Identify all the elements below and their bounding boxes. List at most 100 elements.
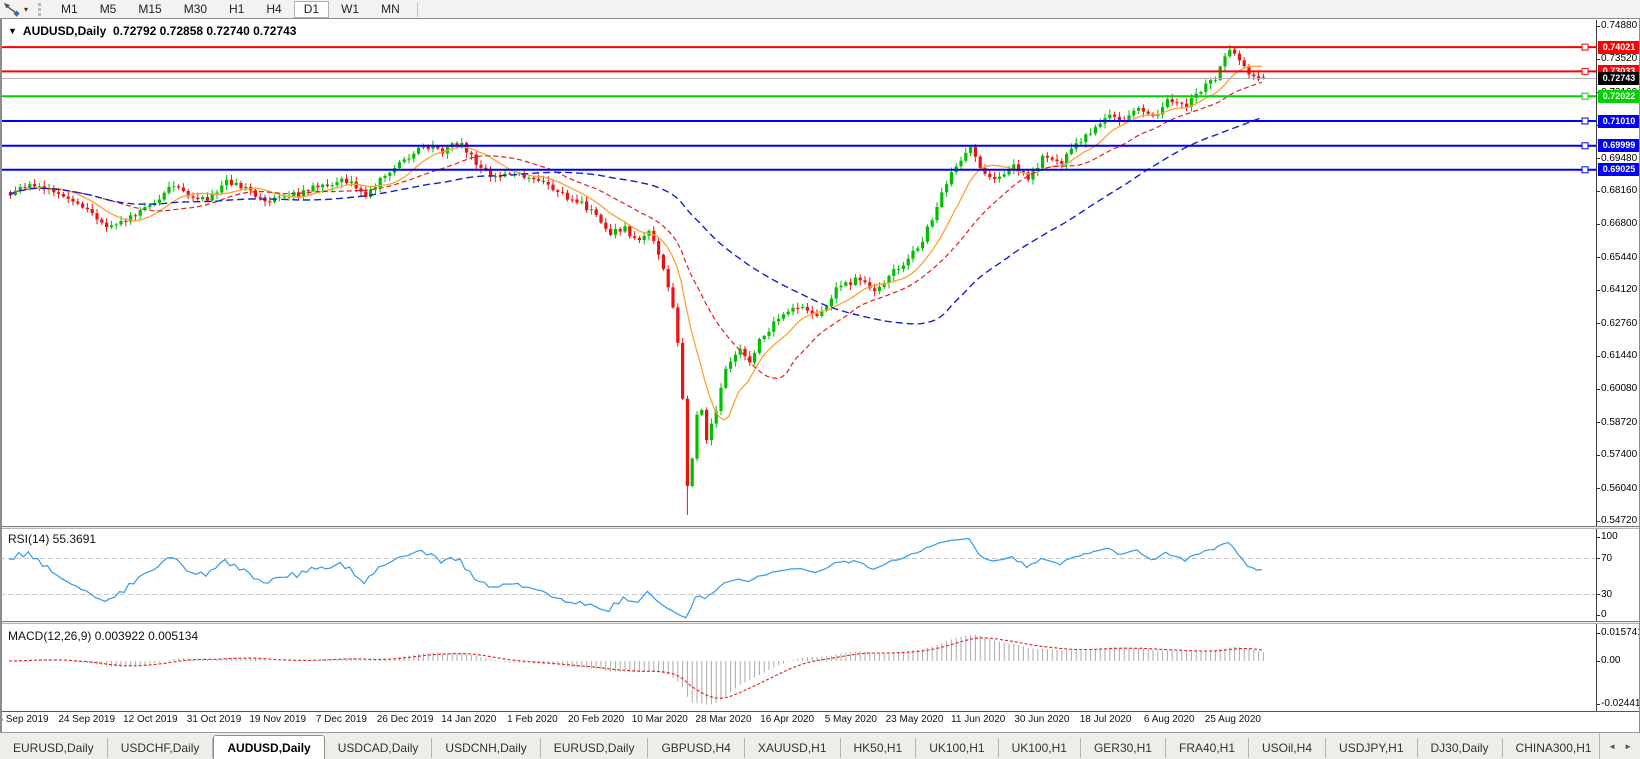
chart-tab-usdchf-daily[interactable]: USDCHF,Daily (108, 738, 214, 758)
timeframe-button-h1[interactable]: H1 (219, 1, 254, 18)
y-axis-tick-label: 0.68160 (1601, 185, 1638, 196)
y-axis-tick-label: 0.58720 (1601, 416, 1638, 428)
chart-tab-bar: EURUSD,Daily USDCHF,Daily AUDUSD,Daily USDC… (0, 732, 1640, 759)
rsi-indicator-label: RSI(14) 55.3691 (8, 532, 97, 546)
rsi-axis-tick-label: 100 (1601, 531, 1618, 542)
macd-indicator-canvas[interactable] (0, 625, 1596, 711)
y-axis-tick-label: 0.54720 (1601, 515, 1638, 526)
x-axis-date-label: 28 Mar 2020 (695, 714, 752, 725)
price-line-badge: 0.72022 (1598, 89, 1640, 103)
timeframe-button-m1[interactable]: M1 (51, 1, 88, 18)
y-axis-tick (1596, 422, 1600, 424)
x-axis-date-label: 5 May 2020 (824, 714, 877, 725)
line-anchor-marker (1581, 92, 1589, 100)
chart-tab-usoil-h4[interactable]: USOil,H4 (1249, 738, 1327, 758)
price-axis-line (1596, 20, 1597, 711)
price-chart-canvas[interactable] (0, 20, 1596, 527)
x-axis-date-label: 24 Sep 2019 (58, 714, 116, 725)
y-axis-tick-label: 0.69480 (1601, 152, 1638, 164)
chart-tab-fra40-h1[interactable]: FRA40,H1 (1166, 738, 1250, 758)
timeframe-button-m5[interactable]: M5 (90, 1, 127, 18)
rsi-indicator-canvas[interactable] (0, 529, 1596, 622)
chart-tab-dj30-daily[interactable]: DJ30,Daily (1418, 738, 1503, 758)
y-axis-tick-label: 0.61440 (1601, 350, 1638, 361)
macd-axis-tick (1596, 703, 1600, 705)
timeframe-button-h4[interactable]: H4 (256, 1, 291, 18)
chart-tab-audusd-daily[interactable]: AUDUSD,Daily (213, 735, 325, 759)
rsi-axis-tick (1596, 594, 1600, 595)
panel-separator[interactable] (0, 526, 1640, 529)
rsi-axis-tick-label: 70 (1601, 552, 1613, 564)
current-price-badge: 0.72743 (1598, 71, 1640, 85)
rsi-line (9, 537, 1262, 619)
draw-tool-button[interactable]: ▾ (0, 1, 32, 18)
chart-tab-hk50-h1[interactable]: HK50,H1 (841, 738, 917, 758)
chart-tab-uk100-h1[interactable]: UK100,H1 (999, 738, 1081, 758)
y-axis-tick (1596, 454, 1600, 456)
x-axis-date-label: 26 Dec 2019 (376, 714, 434, 725)
rsi-axis-tick (1596, 536, 1600, 538)
y-axis-tick-label: 0.57400 (1601, 449, 1638, 461)
price-line-badge: 0.74021 (1598, 40, 1640, 54)
rsi-axis-tick-label: 30 (1601, 588, 1613, 600)
chart-ohlc-values: 0.72792 0.72858 0.72740 0.72743 (112, 24, 297, 38)
tab-scroll-right-icon[interactable]: ► (1624, 741, 1632, 751)
macd-axis-tick-label: 0.00 (1601, 655, 1621, 666)
chart-tab-uk100-h1[interactable]: UK100,H1 (916, 738, 999, 758)
x-axis-date-label: 7 Dec 2019 (315, 714, 367, 725)
macd-axis-tick (1596, 632, 1600, 634)
panel-separator[interactable] (0, 621, 1640, 624)
timeframe-button-mn[interactable]: MN (371, 1, 410, 18)
x-axis-date-label: 31 Oct 2019 (186, 714, 242, 725)
x-axis-date-label: 16 Apr 2020 (760, 714, 815, 725)
macd-axis-tick-label: 0.015741 (1601, 627, 1640, 639)
chart-tab-xauusd-h1[interactable]: XAUUSD,H1 (745, 738, 841, 758)
price-line-badge: 0.71010 (1598, 114, 1640, 128)
toolbar-separator (416, 1, 418, 17)
timeframe-button-m15[interactable]: M15 (128, 1, 171, 18)
trendline-cursor-icon (3, 2, 21, 17)
timeframe-button-m30[interactable]: M30 (174, 1, 217, 18)
chart-tab-eurusd-daily[interactable]: EURUSD,Daily (0, 738, 108, 758)
price-line-badge: 0.69999 (1598, 139, 1640, 153)
x-axis-date-label: 30 Jun 2020 (1014, 714, 1070, 725)
rsi-axis-tick-label: 0 (1601, 609, 1607, 620)
line-anchor-marker (1581, 67, 1589, 75)
window-border (0, 19, 2, 732)
price-line-badge: 0.69025 (1598, 163, 1640, 177)
chart-tabs: EURUSD,Daily USDCHF,Daily AUDUSD,Daily USDC… (0, 733, 1599, 759)
y-axis-tick-label: 0.66800 (1601, 218, 1638, 230)
x-axis-date-label: 12 Oct 2019 (123, 714, 178, 725)
toolbar-grip[interactable] (38, 2, 45, 16)
panel-bottom-border (0, 711, 1640, 712)
chart-tab-usdcnh-daily[interactable]: USDCNH,Daily (432, 738, 541, 758)
tab-scroll-left-icon[interactable]: ◄ (1608, 741, 1617, 751)
x-axis-date-label: 11 Jun 2020 (951, 714, 1006, 725)
chart-tab-usdcad-daily[interactable]: USDCAD,Daily (325, 738, 433, 758)
timeframe-button-w1[interactable]: W1 (331, 1, 369, 18)
y-axis-tick-label: 0.74880 (1601, 20, 1638, 31)
date-axis[interactable]: 5 Sep 2019 24 Sep 2019 12 Oct 2019 31 Oct 2… (0, 712, 1596, 732)
y-axis-tick (1596, 388, 1600, 390)
macd-histogram-group (14, 634, 1264, 705)
y-axis-tick (1596, 223, 1600, 225)
macd-indicator-label: MACD(12,26,9) 0.003922 0.005134 (8, 629, 199, 643)
chart-tab-eurusd-daily[interactable]: EURUSD,Daily (541, 738, 649, 758)
chart-tab-ger30-h1[interactable]: GER30,H1 (1081, 738, 1166, 758)
y-axis-tick (1596, 190, 1600, 192)
y-axis-tick (1596, 58, 1600, 60)
tab-scroll-controls: ◄ ► (1599, 733, 1640, 759)
macd-signal-line (8, 637, 1262, 699)
chart-title: ▼ AUDUSD,Daily 0.72792 0.72858 0.72740 0.… (8, 24, 296, 38)
ma-mid-line (8, 81, 1262, 380)
chart-tab-china300-h1[interactable]: CHINA300,H1 (1503, 738, 1600, 758)
line-anchor-marker (1581, 166, 1589, 174)
line-anchor-marker (1581, 117, 1589, 125)
ma-fast-line (8, 65, 1262, 421)
chart-tab-gbpusd-h4[interactable]: GBPUSD,H4 (648, 738, 745, 758)
chart-tab-usdjpy-h1[interactable]: USDJPY,H1 (1326, 738, 1418, 758)
ma-slow-line (8, 116, 1263, 325)
collapse-triangle-icon[interactable]: ▼ (8, 26, 17, 36)
timeframe-button-d1[interactable]: D1 (293, 0, 330, 18)
